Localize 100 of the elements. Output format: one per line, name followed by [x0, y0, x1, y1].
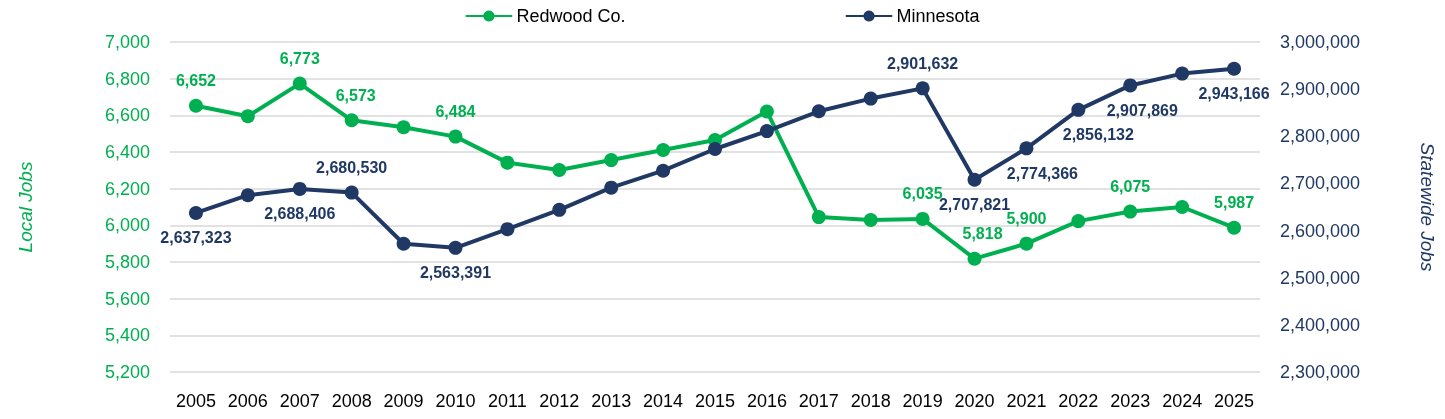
point [1227, 61, 1242, 76]
data-label: 5,900 [1006, 210, 1047, 228]
x-tick-label: 2009 [383, 391, 424, 411]
y-tick-label: 6,000 [104, 215, 150, 236]
x-tick-label: 2024 [1162, 391, 1203, 411]
x-tick-label: 2025 [1214, 391, 1255, 411]
y-tick-label: 5,400 [104, 325, 150, 346]
legend-label: Redwood Co. [516, 6, 626, 26]
data-label: 6,573 [335, 86, 376, 104]
data-label: 2,907,869 [1106, 101, 1178, 119]
point [604, 180, 619, 195]
y-tick-label: 5,600 [104, 288, 150, 309]
data-label: 6,652 [175, 72, 217, 90]
x-tick-label: 2018 [850, 391, 891, 411]
y-tick-label: 5,800 [104, 252, 150, 272]
point [344, 185, 359, 200]
y-axis-title: Local Jobs [15, 161, 36, 253]
data-label: 2,563,391 [419, 264, 492, 282]
y2-tick-label: 3,000,000 [1280, 32, 1361, 52]
x-tick-label: 2017 [798, 391, 839, 411]
point [759, 104, 774, 119]
x-tick-label: 2010 [435, 391, 476, 411]
point [188, 98, 203, 113]
x-tick-label: 2012 [539, 391, 580, 411]
y-tick-label: 6,400 [104, 142, 150, 162]
point [967, 251, 982, 266]
point [656, 163, 671, 178]
point [448, 240, 463, 255]
point [344, 113, 359, 128]
x-tick-label: 2014 [643, 391, 684, 411]
point [396, 236, 411, 251]
point [292, 76, 307, 91]
point [292, 181, 307, 196]
point [552, 162, 567, 177]
data-label: 2,943,166 [1198, 85, 1270, 103]
y2-tick-label: 2,400,000 [1280, 314, 1361, 335]
y2-tick-label: 2,700,000 [1280, 173, 1361, 194]
point [1175, 200, 1190, 214]
x-tick-label: 2016 [746, 391, 787, 411]
x-tick-label: 2007 [279, 391, 320, 411]
point [604, 153, 619, 168]
x-tick-label: 2005 [175, 391, 216, 411]
x-tick-label: 2020 [954, 391, 995, 411]
point [240, 109, 255, 124]
point [915, 81, 930, 96]
y2-axis-title: Statewide Jobs [1417, 142, 1438, 272]
point [811, 210, 826, 225]
data-label: 5,818 [962, 225, 1003, 243]
point [500, 222, 515, 237]
point [1071, 102, 1086, 117]
point [1123, 78, 1138, 93]
point [759, 124, 774, 139]
y-tick-label: 5,200 [104, 362, 150, 382]
data-label: 2,774,366 [1006, 164, 1079, 182]
point [1227, 220, 1242, 235]
y2-tick-label: 2,600,000 [1280, 220, 1361, 241]
point [1123, 204, 1138, 219]
point [811, 104, 826, 119]
point [1019, 141, 1034, 156]
point [552, 202, 567, 217]
legend-label: Minnesota [896, 6, 981, 26]
x-tick-label: 2015 [694, 391, 736, 411]
y2-tick-label: 2,300,000 [1280, 362, 1361, 382]
point [1019, 236, 1034, 251]
point [448, 129, 463, 144]
data-label: 2,856,132 [1062, 126, 1135, 144]
y-tick-label: 7,000 [104, 32, 150, 52]
x-tick-label: 2011 [488, 391, 527, 411]
data-label: 5,987 [1214, 194, 1255, 212]
x-tick-label: 2019 [902, 391, 943, 411]
point [500, 155, 515, 170]
point [1175, 66, 1190, 81]
point [396, 120, 411, 135]
x-tick-label: 2013 [591, 391, 632, 411]
point [863, 91, 878, 106]
point [915, 211, 930, 226]
data-label: 6,773 [279, 50, 320, 68]
data-label: 6,484 [435, 103, 476, 121]
point [708, 142, 722, 157]
y2-tick-label: 2,800,000 [1280, 126, 1361, 147]
point [967, 172, 982, 187]
x-tick-label: 2023 [1110, 391, 1151, 411]
data-label: 2,688,406 [264, 205, 336, 223]
point [863, 213, 878, 228]
y2-tick-label: 2,900,000 [1280, 79, 1361, 100]
x-tick-label: 2008 [331, 391, 372, 411]
data-label: 2,680,530 [316, 159, 388, 177]
x-tick-label: 2021 [1006, 391, 1047, 411]
x-tick-label: 2006 [227, 391, 268, 411]
y-tick-label: 6,200 [104, 178, 150, 199]
y2-tick-label: 2,500,000 [1280, 267, 1361, 288]
data-label: 2,637,323 [160, 229, 232, 247]
x-tick-label: 2022 [1058, 391, 1099, 411]
y-tick-label: 6,600 [104, 105, 150, 126]
point [188, 205, 203, 220]
point [1071, 214, 1086, 229]
data-label: 6,075 [1110, 178, 1151, 196]
point [656, 142, 671, 157]
point [240, 188, 255, 203]
y-tick-label: 6,800 [104, 68, 150, 89]
